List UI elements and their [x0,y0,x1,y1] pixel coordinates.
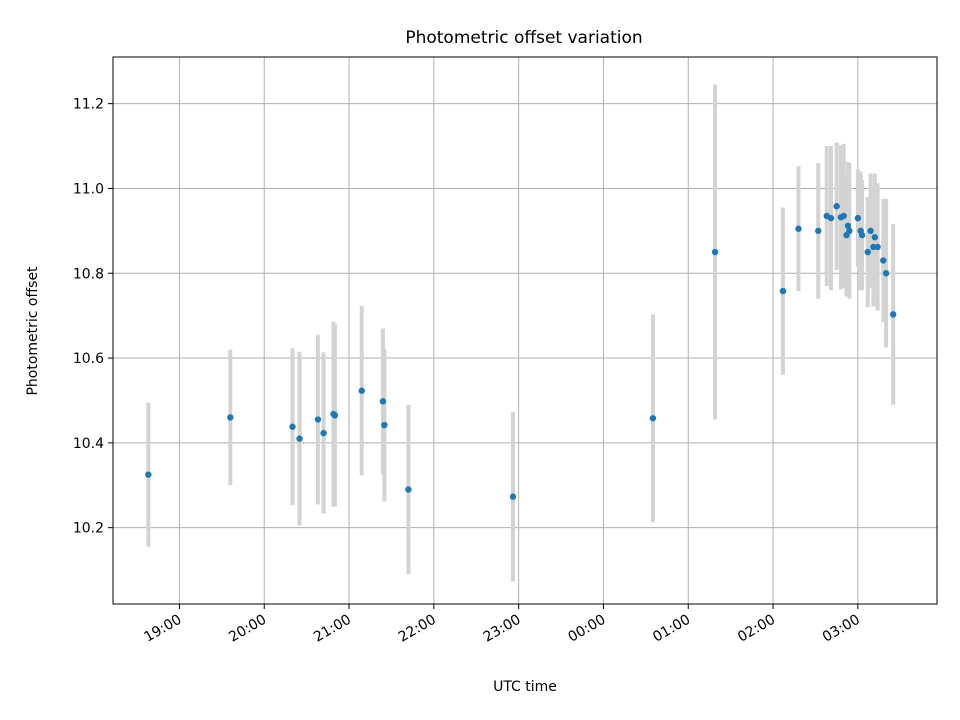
x-axis-label: UTC time [493,679,557,695]
y-tick-label: 11.0 [73,181,104,197]
data-point [864,248,871,256]
data-point [379,398,387,405]
data-point [779,287,787,295]
grid [113,57,937,604]
data-point [289,423,296,430]
data-point [649,415,657,422]
plot-frame [112,56,938,605]
x-tick-label: 19:00 [141,612,184,646]
data-point [815,227,822,235]
data-point [331,412,339,419]
data-point [867,227,874,235]
y-tick-label: 10.4 [73,436,104,452]
data-points [145,203,897,500]
y-tick-label: 10.2 [73,521,104,537]
x-tick-label: 02:00 [735,612,778,646]
data-point [509,493,517,500]
data-point [871,234,879,241]
data-point [320,429,327,437]
data-point [882,270,890,277]
data-point [145,471,152,478]
x-tick-label: 23:00 [481,612,524,646]
data-point [854,214,862,222]
x-tick-label: 01:00 [650,612,693,646]
y-axis-ticks: 10.2 10.4 10.6 10.8 11.0 11.2 [73,97,113,537]
data-point [844,222,852,229]
x-tick-label: 20:00 [226,612,269,646]
x-tick-label: 22:00 [396,612,439,646]
error-bars [146,84,896,582]
y-tick-label: 11.2 [73,97,104,113]
y-tick-label: 10.8 [73,266,104,282]
data-point [795,225,802,232]
data-point [880,257,887,264]
data-point [858,231,866,239]
data-point [874,243,881,251]
data-point [827,214,835,222]
data-point [833,203,840,210]
x-tick-label: 03:00 [820,612,863,646]
x-tick-label: 00:00 [565,612,608,646]
y-tick-label: 10.6 [73,351,104,367]
data-point [381,421,388,429]
data-point [314,416,322,423]
data-point [227,414,234,421]
data-point [405,486,412,493]
data-point [711,248,719,256]
x-axis-ticks: 19:00 20:00 21:00 22:00 23:00 00:00 01:00 02:00… [141,604,863,646]
data-point [358,387,365,394]
chart-title: Photometric offset variation [405,28,642,48]
data-point [296,435,303,442]
data-point [846,227,853,235]
data-point [889,311,897,318]
x-tick-label: 21:00 [311,612,354,646]
data-point [840,212,847,220]
y-axis-label: Photometric offset [25,266,41,396]
